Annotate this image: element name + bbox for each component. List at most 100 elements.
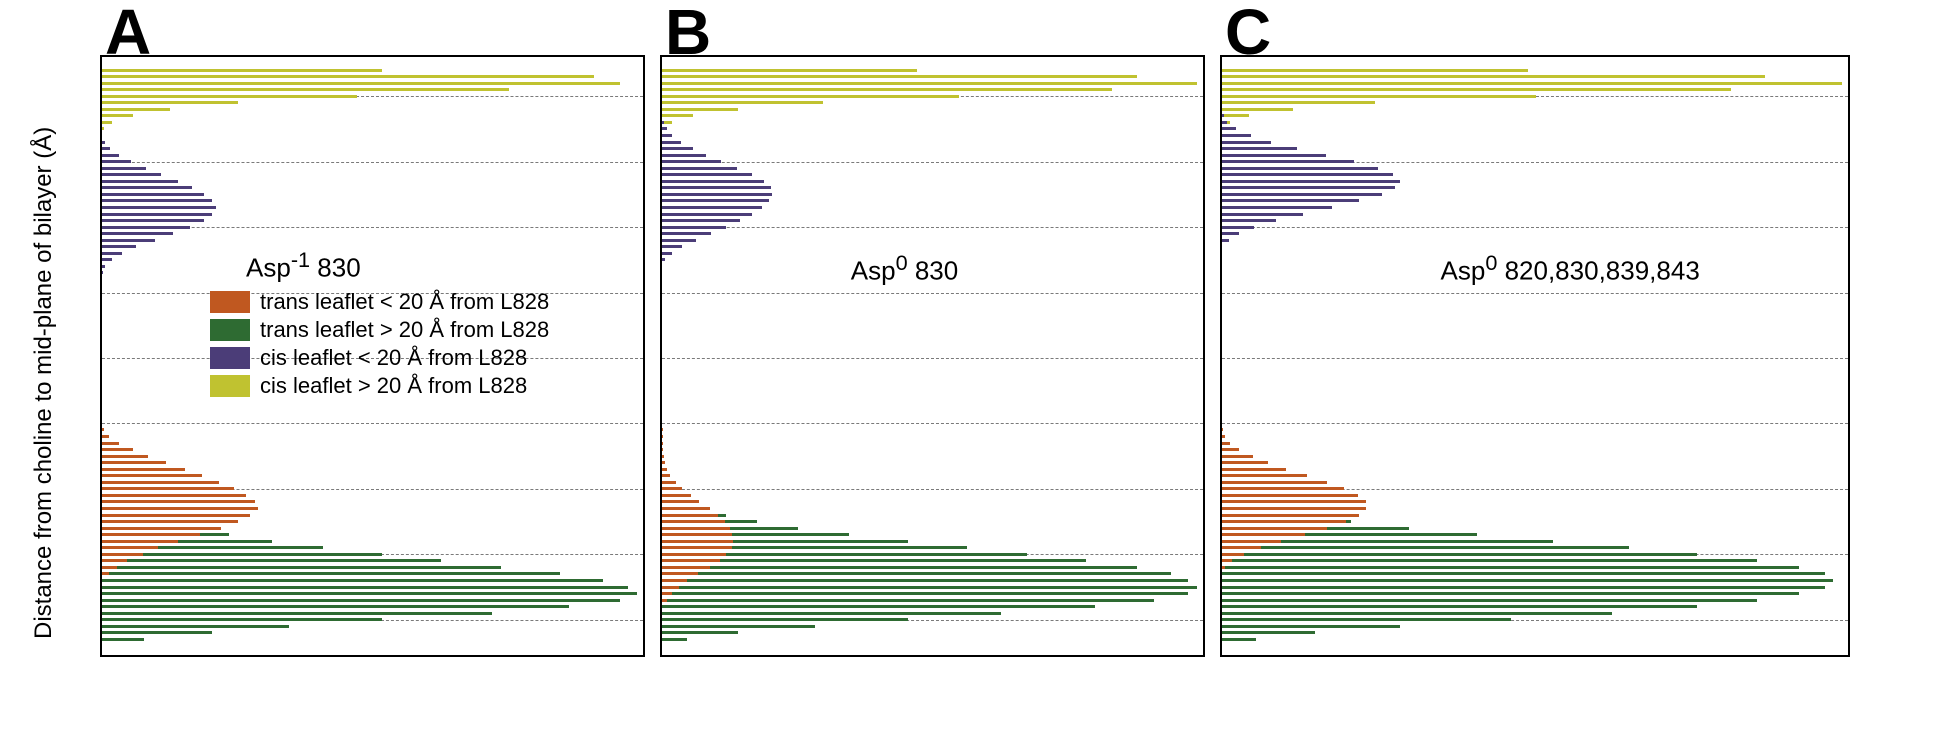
hist-bar — [662, 219, 740, 222]
hist-bar — [1222, 553, 1697, 556]
hist-bar — [102, 631, 212, 634]
hist-bar — [662, 199, 769, 202]
hist-bar — [102, 213, 212, 216]
panel-letter-A: A — [105, 0, 151, 69]
ytick-mark — [100, 292, 102, 294]
hist-bar — [662, 127, 667, 130]
hist-bar — [1222, 533, 1305, 536]
legend-item: trans leaflet > 20 Å from L828 — [210, 316, 549, 344]
hist-bar — [662, 180, 764, 183]
hist-bar — [1222, 599, 1757, 602]
xtick-mark — [1221, 655, 1223, 657]
hist-bar — [662, 95, 959, 98]
hist-bar — [662, 226, 726, 229]
hist-bar — [1222, 213, 1303, 216]
hist-bar — [102, 442, 119, 445]
hist-bar — [662, 121, 664, 124]
hist-bar — [662, 559, 1086, 562]
hist-bar — [1222, 527, 1327, 530]
hist-bar — [102, 605, 569, 608]
hist-bar — [1222, 167, 1378, 170]
hist-bar — [102, 566, 501, 569]
hist-bar — [662, 546, 732, 549]
hist-bar — [102, 88, 509, 91]
legend-label: trans leaflet > 20 Å from L828 — [260, 316, 549, 344]
hist-bar — [102, 232, 173, 235]
hist-bar — [1222, 618, 1511, 621]
panel-letter-B: B — [665, 0, 711, 69]
hist-bar — [102, 625, 289, 628]
hist-bar — [1222, 127, 1236, 130]
hist-bar — [102, 154, 119, 157]
hist-bar — [102, 167, 146, 170]
hist-bar — [1222, 461, 1268, 464]
hist-bar — [1222, 520, 1346, 523]
hist-bar — [662, 566, 710, 569]
xtick-mark — [1170, 655, 1172, 657]
legend: Asp-1 830trans leaflet < 20 Å from L828t… — [210, 247, 549, 400]
hist-bar — [1222, 468, 1286, 471]
grid-line — [102, 162, 643, 163]
legend-title: Asp-1 830 — [246, 247, 549, 284]
hist-bar — [102, 487, 234, 490]
hist-bar — [1222, 474, 1307, 477]
hist-bar — [102, 258, 112, 261]
hist-bar — [1222, 75, 1765, 78]
hist-bar — [102, 618, 382, 621]
hist-bar — [102, 428, 104, 431]
legend-swatch — [210, 319, 250, 341]
legend-label: cis leaflet > 20 Å from L828 — [260, 372, 527, 400]
hist-bar — [662, 474, 670, 477]
grid-line — [662, 162, 1203, 163]
hist-bar — [102, 141, 105, 144]
hist-bar — [102, 533, 200, 536]
hist-bar — [1222, 206, 1332, 209]
hist-bar — [102, 572, 560, 575]
hist-bar — [102, 160, 131, 163]
hist-bar — [662, 173, 752, 176]
legend-swatch — [210, 347, 250, 369]
hist-bar — [102, 481, 219, 484]
xtick-mark — [746, 655, 748, 657]
hist-bar — [662, 612, 1001, 615]
hist-bar — [1222, 141, 1271, 144]
hist-bar — [662, 572, 698, 575]
hist-bar — [102, 82, 620, 85]
hist-bar — [102, 540, 178, 543]
hist-bar — [1222, 586, 1825, 589]
hist-bar — [102, 553, 143, 556]
xtick-mark — [1306, 655, 1308, 657]
hist-bar — [1222, 82, 1842, 85]
legend-item: cis leaflet > 20 Å from L828 — [210, 372, 549, 400]
grid-line — [662, 227, 1203, 228]
hist-bar — [102, 245, 136, 248]
hist-bar — [102, 559, 127, 562]
hist-bar — [662, 82, 1197, 85]
hist-bar — [102, 559, 441, 562]
hist-bar — [102, 455, 148, 458]
hist-bar — [1222, 121, 1227, 124]
hist-bar — [102, 586, 628, 589]
xtick-mark — [271, 655, 273, 657]
hist-bar — [1222, 481, 1327, 484]
hist-bar — [662, 147, 693, 150]
hist-bar — [102, 520, 238, 523]
hist-bar — [662, 88, 1112, 91]
hist-bar — [1222, 101, 1375, 104]
xtick-mark — [916, 655, 918, 657]
xtick-mark — [661, 655, 663, 657]
hist-bar — [1222, 553, 1244, 556]
hist-bar — [1222, 500, 1366, 503]
hist-bar — [662, 481, 676, 484]
hist-bar — [662, 487, 682, 490]
hist-bar — [1222, 448, 1239, 451]
hist-bar — [102, 180, 178, 183]
hist-bar — [662, 638, 687, 641]
hist-bar — [102, 553, 382, 556]
hist-bar — [662, 625, 815, 628]
hist-bar — [662, 540, 733, 543]
hist-bar — [1222, 612, 1612, 615]
panel-subtitle-B: Asp0 830 — [851, 250, 958, 287]
hist-bar — [662, 553, 726, 556]
hist-bar — [1222, 186, 1395, 189]
